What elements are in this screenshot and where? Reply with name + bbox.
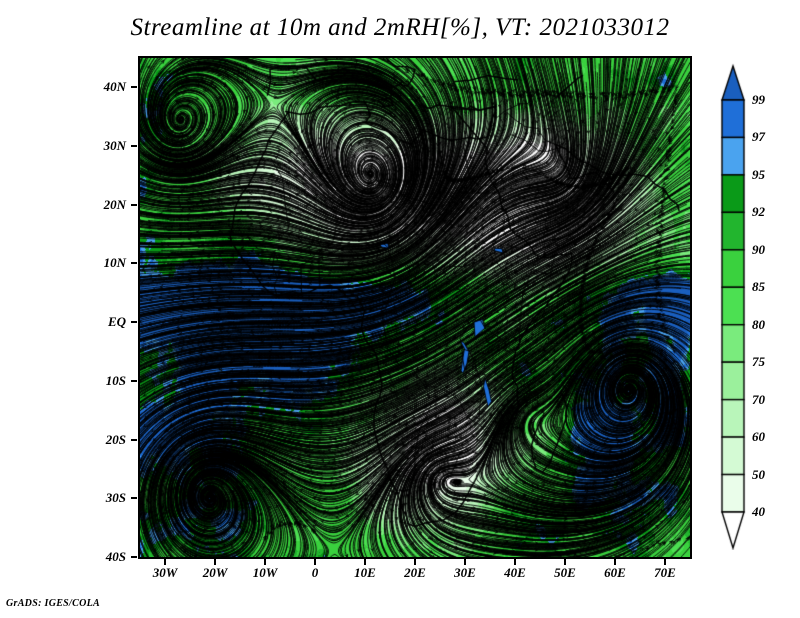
x-axis-label-0: 0 [311, 565, 319, 580]
x-axis-tick [614, 559, 616, 565]
colorbar-label-99: 99 [752, 92, 765, 107]
y-axis-label-eq: EQ [107, 314, 126, 330]
grads-footer: GrADS: IGES/COLA [6, 598, 100, 609]
y-axis-tick [131, 497, 137, 500]
y-axis-tick [131, 379, 137, 382]
y-axis-tick [131, 145, 137, 148]
y-axis-label-20s: 20S [105, 431, 126, 447]
x-axis-tick [264, 559, 266, 565]
x-axis-label-10w: 10W [252, 565, 278, 580]
x-axis-label-40e: 40E [504, 565, 526, 580]
colorbar-label-85: 85 [752, 279, 765, 295]
streamline-humidity-canvas [140, 58, 690, 557]
x-axis-label-20w: 20W [202, 565, 228, 580]
colorbar-label-70: 70 [752, 391, 765, 407]
colorbar-label-92: 92 [752, 204, 765, 220]
y-axis-tick [131, 203, 137, 206]
x-axis-tick [464, 559, 466, 565]
y-axis-label-40n: 40N [103, 79, 126, 95]
colorbar-label-90: 90 [752, 241, 765, 257]
y-axis-tick [131, 86, 137, 89]
colorbar-label-95: 95 [752, 166, 765, 182]
x-axis-tick [664, 559, 666, 565]
x-axis-tick [214, 559, 216, 565]
y-axis-tick [131, 321, 137, 324]
y-axis-label-10s: 10S [105, 372, 126, 388]
x-axis-label-30w: 30W [152, 565, 178, 580]
x-axis-tick [314, 559, 316, 565]
y-axis-tick [131, 438, 137, 441]
colorbar-label-80: 80 [752, 316, 765, 332]
x-axis-tick [364, 559, 366, 565]
colorbar-canvas [718, 60, 798, 550]
y-axis-tick [131, 262, 137, 265]
x-axis-tick [164, 559, 166, 565]
y-axis-label-10n: 10N [103, 255, 126, 271]
y-axis-label-30n: 30N [103, 138, 126, 154]
x-axis-tick [414, 559, 416, 565]
y-axis-tick [131, 556, 137, 558]
x-axis-tick [564, 559, 566, 565]
page-title: Streamline at 10m and 2mRH[%], VT: 20210… [130, 14, 670, 41]
x-axis-label-10e: 10E [354, 565, 376, 580]
colorbar-legend: 99 97 95 92 90 85 80 75 70 60 50 40 [718, 60, 798, 550]
colorbar-label-60: 60 [752, 429, 765, 445]
colorbar-label-50: 50 [752, 466, 765, 482]
x-axis-label-70e: 70E [654, 565, 676, 580]
y-axis-label-40s: 40S [105, 549, 126, 564]
x-axis-label-30e: 30E [454, 565, 476, 580]
x-axis-tick [514, 559, 516, 565]
map-plot-area [138, 56, 692, 559]
x-axis-label-60e: 60E [604, 565, 626, 580]
y-axis-label-30s: 30S [105, 490, 126, 506]
x-axis-label-20e: 20E [404, 565, 426, 580]
x-axis-label-50e: 50E [554, 565, 576, 580]
colorbar-label-97: 97 [752, 129, 765, 145]
colorbar-label-40: 40 [752, 504, 765, 519]
y-axis-label-20n: 20N [103, 196, 126, 212]
colorbar-label-75: 75 [752, 354, 765, 370]
